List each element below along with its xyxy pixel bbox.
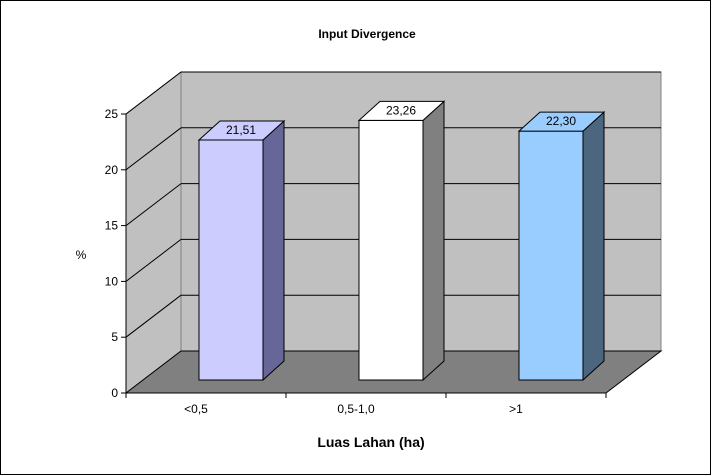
chart-side-wall: [125, 70, 182, 395]
gridline: [125, 127, 182, 171]
y-tick-label: 20: [105, 163, 119, 177]
chart-title: Input Divergence: [318, 27, 416, 41]
bar-side: [422, 100, 445, 382]
gridline: [125, 71, 182, 115]
y-axis-label: %: [76, 248, 87, 262]
bar-side: [262, 119, 285, 382]
gridline: [125, 239, 182, 282]
bar: [517, 111, 606, 382]
bar-top: [517, 111, 606, 132]
gridline: [125, 183, 182, 226]
bar-value-label: 22,30: [546, 114, 576, 128]
x-tick-label: >1: [509, 402, 523, 416]
bar-front: [198, 139, 264, 381]
y-tick-label: 0: [111, 386, 118, 400]
bar-top: [357, 100, 446, 121]
bar-value-label: 21,51: [226, 123, 256, 137]
axes: [121, 113, 607, 398]
y-tick-label: 25: [105, 107, 119, 121]
bar: [197, 119, 286, 382]
bar-side: [582, 111, 605, 382]
bar-top: [197, 120, 286, 141]
x-tick-label: 0,5-1,0: [337, 402, 375, 416]
x-tick-label: <0,5: [184, 402, 208, 416]
bar-front: [518, 130, 584, 381]
y-tick-label: 10: [105, 274, 119, 288]
tick-labels: 0 5 10 15 20 25 21,51 <0,5 23,26 0,5-1,0 22,30 >1: [105, 103, 577, 416]
x-axis-label: Luas Lahan (ha): [317, 434, 424, 450]
bar-front: [358, 119, 424, 381]
gridline: [125, 294, 182, 338]
bar-value-label: 23,26: [386, 103, 416, 117]
y-tick-label: 15: [105, 219, 119, 233]
y-tick-label: 5: [111, 330, 118, 344]
bars: [197, 100, 606, 382]
bar: [357, 100, 446, 382]
